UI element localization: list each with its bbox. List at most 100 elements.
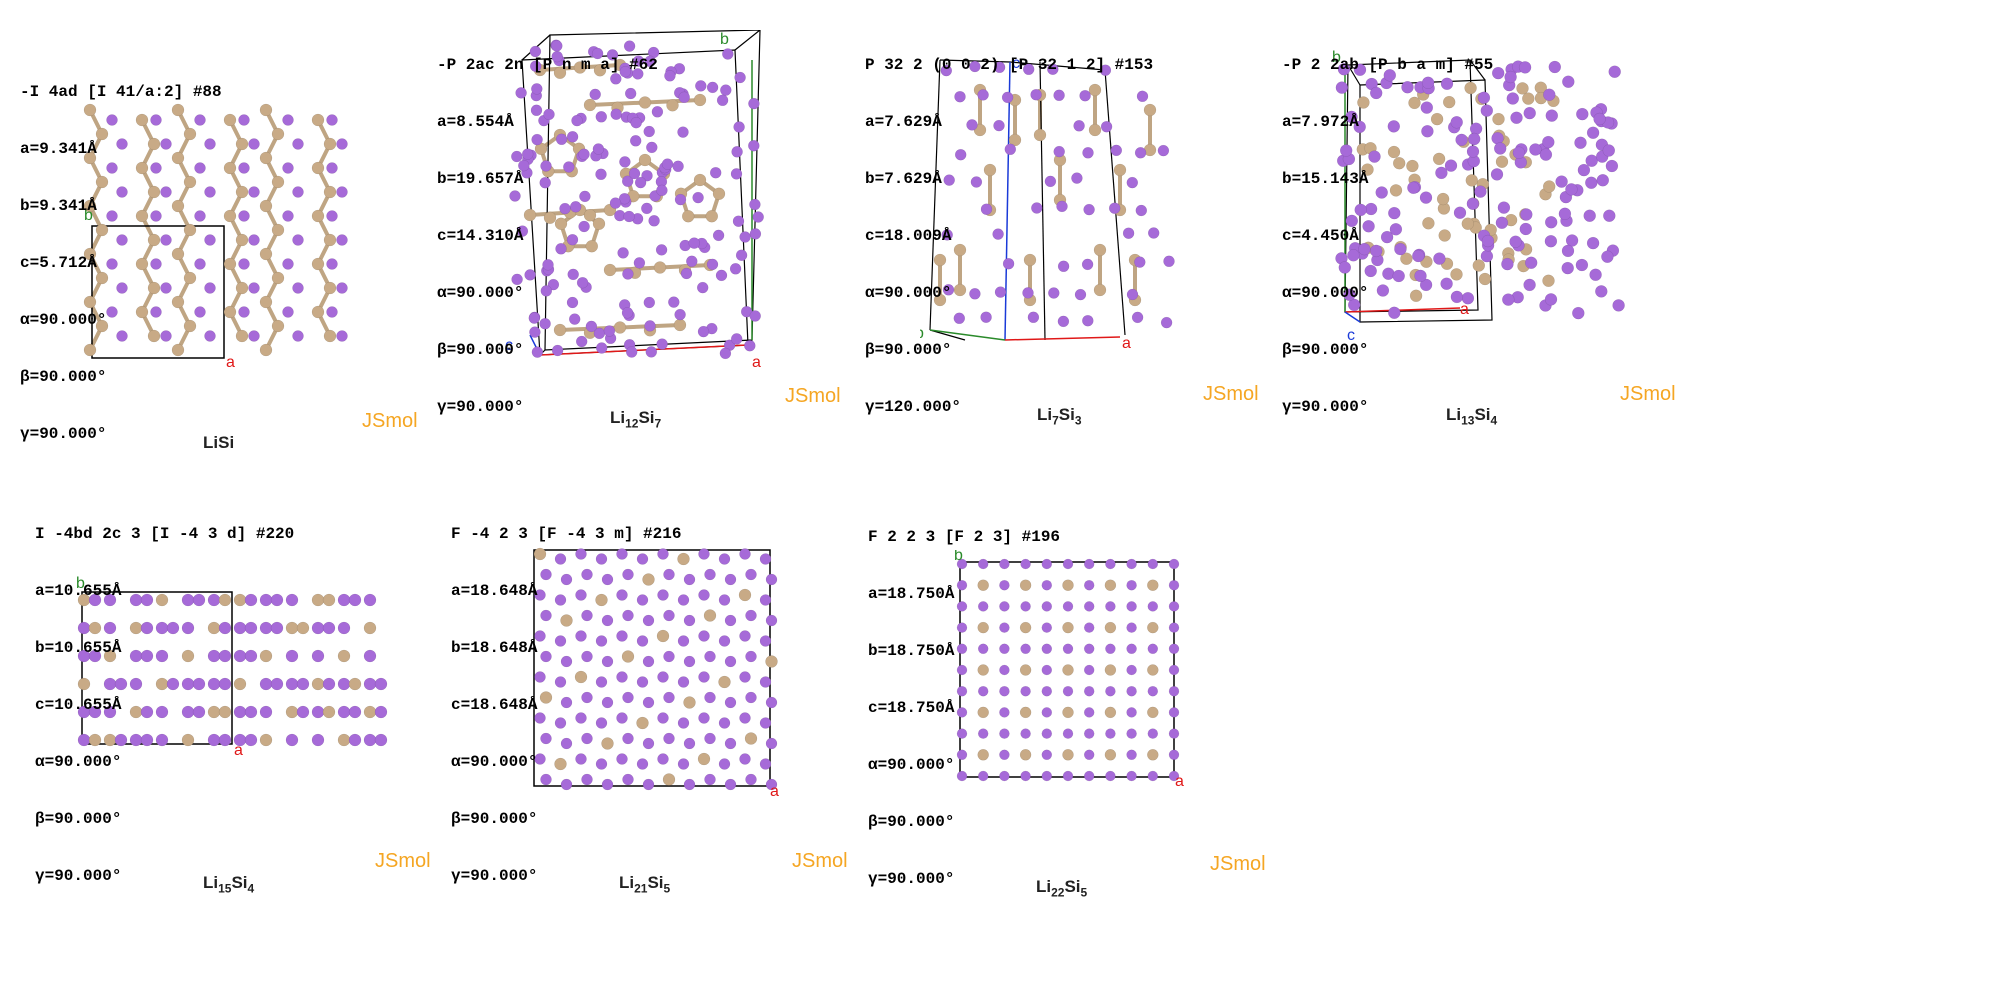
lithium-atom [322, 621, 336, 635]
lithium-atom [531, 346, 544, 358]
lithium-atom [956, 770, 968, 782]
lithium-atom [616, 753, 628, 765]
lithium-atom [1612, 299, 1625, 312]
angle-alpha: α=90.000° [451, 753, 538, 771]
lithium-atom [1083, 664, 1095, 676]
lithium-atom [1083, 601, 1095, 612]
lithium-atom [624, 87, 637, 100]
lithium-atom [678, 91, 690, 104]
lithium-atom [554, 553, 567, 565]
lithium-atom [248, 234, 260, 246]
angle-alpha: α=90.000° [437, 284, 524, 302]
lithium-atom [204, 330, 216, 342]
space-group: -I 4ad [I 41/a:2] #88 [20, 83, 222, 101]
lithium-atom [1030, 88, 1042, 101]
lithium-atom [999, 770, 1010, 782]
jsmol-logo[interactable]: JSmol [375, 850, 431, 872]
formula-subscript: 21 [634, 881, 648, 896]
formula-element: Si [1058, 405, 1075, 424]
lithium-atom [677, 594, 690, 606]
silicon-atom [311, 305, 325, 319]
jsmol-viewer[interactable]: a b c [500, 30, 780, 380]
jsmol-viewer[interactable]: a b [70, 570, 400, 770]
lithium-atom [575, 753, 587, 765]
lithium-atom [616, 712, 628, 724]
lithium-atom [1163, 255, 1175, 268]
lithium-atom [363, 649, 377, 663]
silicon-atom [135, 161, 149, 175]
lithium-atom [1135, 204, 1148, 217]
lithium-atom [1414, 269, 1427, 283]
lithium-atom [595, 635, 608, 647]
jsmol-viewer[interactable]: a b c [1320, 50, 1640, 350]
lithium-atom [1020, 643, 1031, 655]
jsmol-viewer[interactable]: a b [70, 80, 370, 380]
silicon-atom [95, 223, 109, 237]
lithium-atom [106, 306, 118, 318]
jsmol-viewer[interactable]: a b [950, 550, 1200, 800]
lithium-atom [322, 677, 336, 691]
lithium-atom [1147, 728, 1159, 739]
lithium-atom [282, 114, 294, 126]
lithium-atom [644, 55, 656, 68]
silicon-atom [554, 757, 567, 771]
jsmol-logo[interactable]: JSmol [362, 410, 418, 432]
lithium-atom [1407, 181, 1420, 195]
lithium-atom [724, 614, 737, 627]
jsmol-viewer[interactable]: a b c [920, 50, 1200, 350]
lithium-atom [540, 773, 552, 786]
lithium-atom [326, 258, 338, 270]
silicon-atom [348, 677, 362, 691]
jsmol-viewer[interactable]: a [520, 540, 790, 810]
jsmol-logo[interactable]: JSmol [785, 385, 841, 407]
silicon-atom [1113, 163, 1127, 177]
lithium-atom [672, 160, 684, 173]
lithium-atom [595, 676, 608, 688]
lithium-atom [634, 176, 647, 189]
lithium-atom [993, 119, 1005, 132]
lithium-atom [1362, 220, 1375, 233]
lithium-atom [706, 258, 719, 271]
silicon-atom [1147, 706, 1159, 719]
lithium-atom [765, 778, 778, 791]
lithium-atom [1147, 685, 1159, 697]
lithium-atom [259, 705, 273, 719]
formula-label: Li22Si5 [1036, 877, 1087, 899]
lithium-atom [749, 228, 762, 240]
silicon-atom [1104, 664, 1117, 676]
lithium-atom [194, 210, 206, 222]
silicon-atom [183, 271, 197, 285]
lithium-atom [1122, 227, 1135, 239]
lithium-atom [1041, 664, 1053, 676]
lithium-atom [1572, 306, 1585, 320]
silicon-atom [1408, 96, 1421, 110]
lithium-atom [735, 249, 748, 261]
lithium-atom [1053, 89, 1065, 102]
silicon-atom [1492, 112, 1505, 126]
lithium-atom [1126, 664, 1137, 676]
silicon-atom [171, 199, 185, 213]
lithium-atom [677, 635, 690, 647]
lithium-atom [1082, 314, 1094, 327]
silicon-atom [573, 61, 587, 74]
silicon-atom [621, 650, 635, 663]
jsmol-logo[interactable]: JSmol [1210, 853, 1266, 875]
jsmol-logo[interactable]: JSmol [1203, 383, 1259, 405]
silicon-atom [1400, 252, 1413, 265]
lithium-atom [581, 691, 593, 704]
lithium-atom [1420, 101, 1434, 114]
lithium-atom [636, 676, 649, 688]
lithium-atom [1369, 244, 1383, 258]
lithium-atom [1354, 203, 1367, 217]
axis-label-a: a [752, 354, 761, 371]
lithium-atom [695, 80, 707, 92]
lattice-c: c=4.450Å [1282, 227, 1359, 245]
lithium-atom [759, 676, 772, 688]
silicon-atom [135, 257, 149, 271]
silicon-atom [259, 343, 273, 357]
jsmol-logo[interactable]: JSmol [792, 850, 848, 872]
lithium-atom [585, 320, 598, 333]
jsmol-logo[interactable]: JSmol [1620, 383, 1676, 405]
silicon-atom [560, 614, 573, 627]
lithium-atom [1126, 579, 1137, 591]
